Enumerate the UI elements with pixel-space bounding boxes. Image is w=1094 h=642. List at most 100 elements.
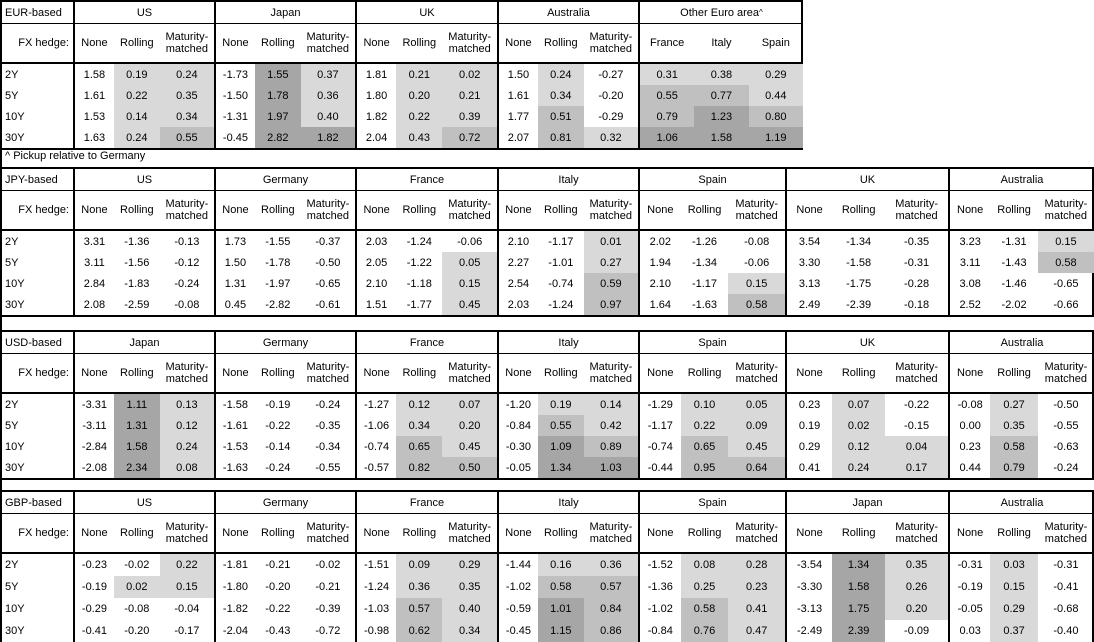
hedge-col-header: None bbox=[647, 204, 674, 216]
value-cell: -1.34 bbox=[846, 235, 872, 248]
value-cell: -1.52 bbox=[647, 559, 673, 571]
value-cell: -0.50 bbox=[1053, 398, 1079, 411]
value-group: -1.52 0.08 0.28 bbox=[640, 554, 787, 576]
value-group: 2.04 0.43 0.72 bbox=[357, 127, 499, 148]
value-group: 2.49 -2.39 -0.18 bbox=[787, 294, 950, 315]
value-cell: 0.35 bbox=[990, 415, 1038, 436]
value-group: -1.27 0.12 0.07 bbox=[357, 394, 499, 415]
value-cell: 1.55 bbox=[254, 64, 301, 85]
value-cell: 0.14 bbox=[113, 106, 160, 127]
hedge-col-header: Spain bbox=[761, 37, 790, 49]
value-cell: 0.57 bbox=[583, 576, 638, 598]
value-cell: 0.32 bbox=[583, 127, 638, 148]
country-group-header: Australia bbox=[950, 492, 1094, 513]
value-cell: 0.20 bbox=[885, 598, 948, 620]
value-cell: 1.34 bbox=[537, 457, 584, 478]
table-row: 5Y -3.11 1.31 0.12 -1.61 -0.22 -0.35 -1.06 0.34 0… bbox=[2, 415, 1092, 436]
country-group-header: US bbox=[75, 2, 216, 23]
value-group: 2.10 -1.17 0.01 bbox=[499, 231, 640, 252]
country-header: Italy bbox=[558, 496, 579, 509]
value-group: 2.02 -1.26 -0.08 bbox=[640, 231, 787, 252]
value-cell: -1.73 bbox=[222, 68, 248, 81]
value-group: 0.00 0.35 -0.55 bbox=[950, 415, 1094, 436]
value-cell: -0.84 bbox=[647, 625, 673, 637]
hedge-col-header: None bbox=[81, 37, 108, 49]
hedge-col-header: Rolling bbox=[544, 527, 578, 539]
value-cell: 0.21 bbox=[396, 64, 443, 85]
table-row: 10Y 2.84 -1.83 -0.24 1.31 -1.97 -0.65 2.10 -1.18… bbox=[2, 273, 1092, 294]
value-cell: -1.36 bbox=[124, 235, 150, 248]
country-group-header: US bbox=[75, 169, 216, 190]
value-group: -2.49 2.39 -0.09 bbox=[787, 620, 950, 642]
value-cell: -0.45 bbox=[222, 131, 248, 144]
value-cell: 1.58 bbox=[83, 68, 106, 81]
hedge-col-header: Rolling bbox=[120, 367, 154, 379]
value-cell: -1.17 bbox=[647, 419, 673, 432]
country-header: Germany bbox=[262, 336, 309, 349]
value-cell: 0.58 bbox=[728, 294, 785, 315]
hedge-col-header: None bbox=[222, 367, 249, 379]
value-group: -1.06 0.34 0.20 bbox=[357, 415, 499, 436]
value-cell: 3.13 bbox=[798, 277, 821, 290]
value-group: -0.59 1.01 0.84 bbox=[499, 598, 640, 620]
country-header: UK bbox=[859, 336, 876, 349]
value-cell: -0.61 bbox=[315, 298, 341, 311]
hedge-col-header: Rolling bbox=[402, 527, 437, 539]
value-cell: -1.17 bbox=[691, 277, 718, 290]
value-cell: -1.63 bbox=[222, 461, 248, 474]
value-cell: -0.09 bbox=[904, 625, 930, 637]
hedge-col-group: None Rolling Maturity-matched bbox=[75, 24, 216, 62]
value-cell: 1.61 bbox=[507, 89, 530, 102]
value-cell: -0.68 bbox=[1053, 603, 1079, 615]
value-cell: 0.29 bbox=[442, 554, 497, 576]
country-header: US bbox=[136, 173, 153, 186]
hedge-col-header: Rolling bbox=[402, 37, 437, 49]
value-cell: 1.31 bbox=[113, 415, 160, 436]
country-group-header: Spain bbox=[640, 492, 787, 513]
value-cell: 1.50 bbox=[224, 256, 247, 269]
value-cell: 0.34 bbox=[537, 85, 584, 106]
value-cell: -0.41 bbox=[81, 625, 107, 637]
value-group: -0.98 0.62 0.34 bbox=[357, 620, 499, 642]
value-cell: 0.19 bbox=[537, 394, 584, 415]
country-group-header: Other Euro area ^ bbox=[680, 6, 763, 19]
value-cell: 0.35 bbox=[159, 85, 214, 106]
value-cell: 0.19 bbox=[798, 419, 821, 432]
value-cell: -0.57 bbox=[364, 461, 390, 474]
value-cell: -0.22 bbox=[265, 419, 291, 432]
country-group-header: Germany bbox=[216, 332, 357, 353]
country-group-header: France bbox=[357, 332, 499, 353]
hedge-col-group: None Rolling Maturity-matched bbox=[357, 354, 499, 392]
value-cell: 0.05 bbox=[442, 252, 497, 273]
value-cell: -1.02 bbox=[505, 581, 531, 593]
value-group: 3.54 -1.34 -0.35 bbox=[787, 231, 950, 252]
value-cell: 0.35 bbox=[885, 554, 948, 576]
hedge-col-header: Maturity-matched bbox=[165, 198, 209, 222]
value-group: -0.44 0.95 0.64 bbox=[640, 457, 787, 478]
value-group: -0.74 0.65 0.45 bbox=[640, 436, 787, 457]
value-cell: 0.34 bbox=[159, 106, 214, 127]
value-cell: 0.81 bbox=[537, 127, 584, 148]
hedge-col-header: Rolling bbox=[687, 367, 722, 379]
hedge-col-header: None bbox=[363, 367, 390, 379]
value-group: 0.23 0.07 -0.22 bbox=[787, 394, 950, 415]
table-row: 2Y 3.31 -1.36 -0.13 1.73 -1.55 -0.37 2.03 -1.24 -… bbox=[2, 231, 1094, 252]
value-cell: 2.34 bbox=[113, 457, 160, 478]
table-row: 30Y -0.41 -0.20 -0.17 -2.04 -0.43 -0.72 -0.98 0.… bbox=[2, 620, 1092, 642]
value-cell: 1.50 bbox=[507, 68, 530, 81]
country-header: Spain bbox=[698, 173, 727, 186]
value-cell: 0.29 bbox=[748, 64, 803, 85]
value-group: 1.80 0.20 0.21 bbox=[357, 85, 499, 106]
value-cell: 2.07 bbox=[507, 131, 530, 144]
value-cell: 0.12 bbox=[832, 436, 886, 457]
country-header: Spain bbox=[698, 336, 727, 349]
value-cell: -0.63 bbox=[1053, 440, 1079, 453]
value-cell: 1.94 bbox=[649, 256, 671, 269]
value-group: 1.58 0.19 0.24 bbox=[75, 64, 216, 85]
hedge-col-header: Maturity-matched bbox=[1044, 521, 1088, 545]
hedge-col-header: Maturity-matched bbox=[895, 521, 938, 545]
value-cell: 0.39 bbox=[442, 106, 497, 127]
value-cell: -0.29 bbox=[81, 603, 107, 615]
value-group: -1.53 -0.14 -0.34 bbox=[216, 436, 357, 457]
value-cell: 2.49 bbox=[798, 298, 821, 311]
